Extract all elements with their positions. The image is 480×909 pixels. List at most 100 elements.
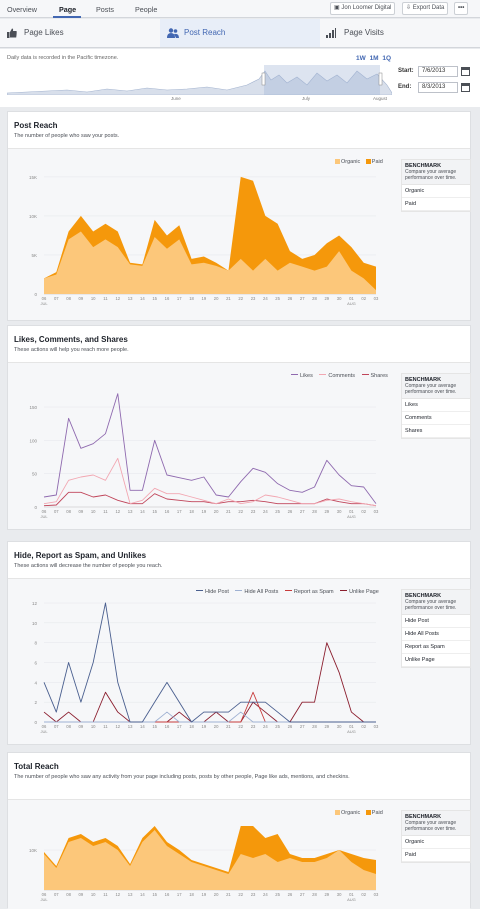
x-tick-label: 22	[238, 724, 243, 729]
line-unlike-page	[43, 642, 376, 723]
range-1w-link[interactable]: 1W	[356, 55, 366, 62]
legend-line-comments	[319, 374, 327, 375]
x-tick-label: 28	[312, 892, 317, 897]
benchmark-item[interactable]: Hide All Posts	[402, 628, 470, 641]
card-title: Hide, Report as Spam, and Unlikes	[14, 551, 147, 560]
end-date-input[interactable]: 8/3/2013	[418, 82, 458, 93]
legend-line-hide-all-posts	[235, 590, 243, 591]
x-tick-label: 02	[361, 509, 366, 514]
x-tick-label: 19	[202, 296, 207, 301]
subtab-label: Post Reach	[184, 28, 226, 37]
people-icon	[167, 28, 179, 38]
x-tick-label: 15	[152, 724, 157, 729]
tab-people[interactable]: People	[135, 5, 158, 14]
x-tick-label: 01	[349, 509, 354, 514]
chart-legend: Organic Paid	[331, 810, 383, 816]
x-month-label: JUL	[40, 729, 48, 734]
x-tick-label: 14	[140, 892, 145, 897]
line-hide-post	[43, 602, 376, 723]
x-tick-label: 23	[251, 296, 256, 301]
x-tick-label: 13	[128, 892, 133, 897]
calendar-icon[interactable]	[461, 67, 470, 76]
legend-swatch-organic	[335, 810, 340, 815]
benchmark-item[interactable]: Report as Spam	[402, 641, 470, 654]
x-tick-label: 27	[300, 724, 305, 729]
x-tick-label: 12	[115, 509, 120, 514]
export-data-button[interactable]: ⇩ Export Data	[402, 2, 449, 15]
x-tick-label: 16	[165, 724, 170, 729]
benchmark-panel: BENCHMARK Compare your average performanc…	[401, 159, 471, 212]
benchmark-item[interactable]: Hide Post	[402, 615, 470, 628]
legend-line-hide-post	[196, 590, 203, 591]
x-tick-label: 15	[152, 509, 157, 514]
y-tick-label: 4	[34, 680, 37, 685]
x-tick-label: 01	[349, 892, 354, 897]
benchmark-panel: BENCHMARK Compare your average performanc…	[401, 373, 471, 439]
legend-label: Likes	[300, 373, 313, 379]
benchmark-item[interactable]: Organic	[402, 185, 470, 198]
y-tick-label: 150	[29, 405, 37, 410]
x-tick-label: 23	[251, 892, 256, 897]
legend-label: Hide Post	[205, 589, 229, 595]
x-tick-label: 02	[361, 296, 366, 301]
subtab-page-likes[interactable]: Page Likes	[0, 19, 160, 47]
x-tick-label: 28	[312, 296, 317, 301]
x-tick-label: 18	[189, 296, 194, 301]
range-1q-link[interactable]: 1Q	[382, 55, 392, 62]
tab-overview[interactable]: Overview	[7, 5, 37, 14]
tab-page[interactable]: Page	[59, 5, 77, 14]
subtab-page-visits[interactable]: Page Visits	[320, 19, 480, 47]
x-tick-label: 30	[337, 509, 342, 514]
range-handle-left	[261, 72, 266, 86]
timeline-sparkline[interactable]	[7, 65, 392, 95]
account-name: Jon Loomer Digital	[341, 5, 392, 11]
active-tab-indicator	[53, 16, 81, 18]
benchmark-item[interactable]: Likes	[402, 399, 470, 412]
calendar-icon[interactable]	[461, 83, 470, 92]
card-title: Post Reach	[14, 121, 58, 130]
subtab-post-reach[interactable]: Post Reach	[160, 19, 320, 47]
benchmark-title: BENCHMARK	[405, 593, 442, 599]
page-icon: ▣	[334, 5, 340, 11]
more-options-button[interactable]: •••	[454, 2, 469, 15]
x-tick-label: 23	[251, 724, 256, 729]
area-organic	[44, 830, 376, 890]
benchmark-item[interactable]: Shares	[402, 425, 470, 438]
legend-label: Hide All Posts	[244, 589, 279, 595]
tab-posts[interactable]: Posts	[96, 5, 114, 14]
y-tick-label: 12	[32, 601, 38, 606]
benchmark-item[interactable]: Paid	[402, 849, 470, 862]
x-month-label: AUG	[347, 729, 356, 734]
range-1m-link[interactable]: 1M	[369, 55, 379, 62]
x-tick-label: 28	[312, 724, 317, 729]
x-tick-label: 10	[91, 724, 96, 729]
benchmark-item[interactable]: Paid	[402, 198, 470, 211]
y-tick-label: 6	[34, 661, 37, 666]
x-tick-label: 03	[374, 509, 379, 514]
start-date-input[interactable]: 7/6/2013	[418, 66, 458, 77]
x-tick-label: 25	[275, 509, 280, 514]
x-tick-label: 11	[103, 892, 108, 897]
account-switcher-button[interactable]: ▣ Jon Loomer Digital	[330, 2, 396, 15]
legend-swatch-paid	[365, 159, 371, 164]
x-month-label: AUG	[347, 301, 356, 306]
benchmark-item[interactable]: Unlike Page	[402, 654, 470, 667]
x-tick-label: 15	[152, 892, 157, 897]
benchmark-title: BENCHMARK	[405, 163, 442, 169]
benchmark-item[interactable]: Organic	[402, 836, 470, 849]
legend-label: Shares	[370, 373, 388, 379]
line-comments	[43, 457, 377, 507]
x-tick-label: 26	[288, 509, 293, 514]
benchmark-title: BENCHMARK	[405, 814, 442, 820]
benchmark-item[interactable]: Comments	[402, 412, 470, 425]
x-tick-label: 16	[165, 892, 170, 897]
benchmark-subtitle: Compare your average performance over ti…	[405, 383, 457, 395]
y-tick-label: 0	[34, 505, 37, 510]
y-tick-label: 10K	[29, 214, 37, 219]
x-tick-label: 29	[324, 509, 329, 514]
x-tick-label: 20	[214, 296, 219, 301]
x-tick-label: 30	[337, 724, 342, 729]
x-tick-label: 06	[42, 892, 47, 897]
x-tick-label: 20	[214, 892, 219, 897]
x-tick-label: 24	[263, 892, 268, 897]
